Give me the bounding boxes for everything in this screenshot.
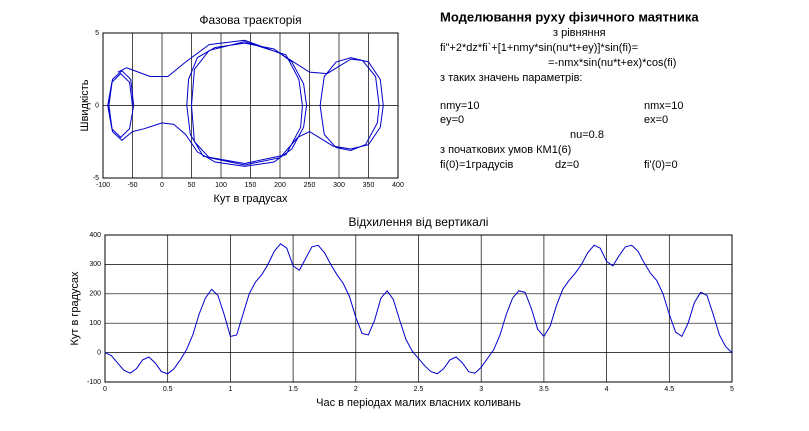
x-tick-label: 100 [215,182,227,189]
x-tick-label: 400 [392,182,404,189]
x-tick-label: 250 [304,182,316,189]
text-line: fi(0)=1градусів [440,159,513,171]
data-line [107,39,384,167]
text-line: fi'(0)=0 [644,159,678,171]
x-tick-label: 3.5 [539,386,549,393]
x-tick-label: 3 [479,386,483,393]
y-tick-label: 0 [97,349,101,356]
x-tick-label: 5 [730,386,734,393]
x-tick-label: 300 [333,182,345,189]
y-tick-label: 200 [89,291,101,298]
plot-frame [102,32,399,179]
chart-title: Відхилення від вертикалі [349,215,489,229]
x-tick-label: 2 [354,386,358,393]
x-axis-label: Час в періодах малих власних коливань [316,397,521,409]
y-tick-label: -5 [93,175,99,182]
y-tick-label: 100 [89,320,101,327]
x-axis-label: Кут в градусах [213,193,288,205]
x-tick-label: 50 [188,182,196,189]
y-tick-label: -100 [87,379,101,386]
text-line: nu=0.8 [570,129,604,141]
text-line: ey=0 [440,114,464,126]
text-title: Моделювання руху фізичного маятника [440,9,699,24]
x-tick-label: 4 [605,386,609,393]
x-tick-label: 1.5 [288,386,298,393]
x-tick-label: 0.5 [163,386,173,393]
y-tick-label: 300 [89,261,101,268]
x-tick-label: 1 [228,386,232,393]
text-line: ex=0 [644,114,668,126]
data-line [104,243,733,375]
y-tick-label: 0 [95,102,99,109]
x-tick-label: 2.5 [414,386,424,393]
x-tick-label: 0 [160,182,164,189]
y-tick-label: 400 [89,232,101,239]
x-tick-label: -50 [127,182,137,189]
plot-frame [104,234,733,383]
text-line: =-nmx*sin(nu*t+ex)*cos(fi) [548,57,676,69]
text-line: fi"+2*dz*fi`+[1+nmy*sin(nu*t+ey)]*sin(fi… [440,42,638,54]
y-tick-label: 5 [95,30,99,37]
text-line: nmy=10 [440,100,479,112]
text-line: з рівняння [553,27,606,39]
x-tick-label: 350 [363,182,375,189]
text-line: з початкових умов КМ1(6) [440,144,571,156]
text-line: з таких значень параметрів: [440,72,582,84]
x-tick-label: 4.5 [664,386,674,393]
x-tick-label: 0 [103,386,107,393]
y-axis-label: Кут в градусах [69,271,81,346]
x-tick-label: 150 [245,182,257,189]
x-tick-label: 200 [274,182,286,189]
text-line: nmx=10 [644,100,683,112]
y-axis-label: Швидкість [79,79,91,131]
text-line: dz=0 [555,159,579,171]
chart-title: Фазова траєкторія [199,13,301,27]
x-tick-label: -100 [96,182,110,189]
